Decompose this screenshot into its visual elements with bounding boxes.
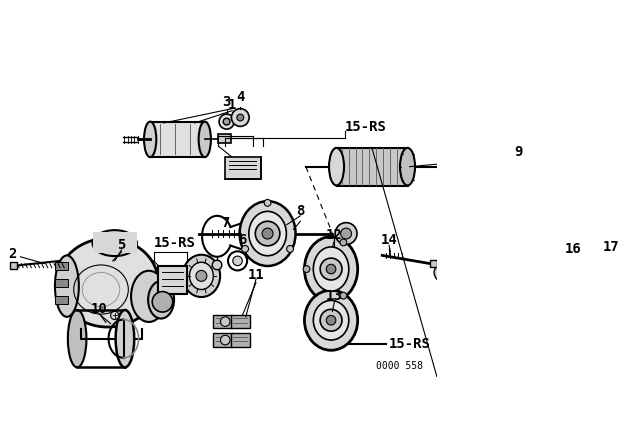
Circle shape	[212, 260, 222, 270]
Ellipse shape	[68, 310, 86, 367]
Circle shape	[461, 268, 472, 279]
Bar	[93, 232, 137, 254]
Text: 10: 10	[91, 302, 108, 316]
Circle shape	[111, 311, 119, 319]
Text: 1: 1	[228, 98, 236, 112]
Bar	[225, 157, 260, 179]
Circle shape	[320, 258, 342, 280]
Circle shape	[340, 292, 347, 299]
Circle shape	[326, 315, 336, 325]
Circle shape	[454, 271, 458, 275]
Text: 15-RS: 15-RS	[345, 120, 387, 134]
Bar	[231, 333, 250, 347]
Bar	[10, 262, 17, 269]
Bar	[54, 296, 68, 304]
Bar	[158, 266, 187, 294]
Bar	[430, 260, 437, 267]
Text: 3: 3	[223, 95, 231, 109]
Text: 0000 558: 0000 558	[376, 362, 423, 371]
Ellipse shape	[400, 148, 415, 185]
Circle shape	[340, 228, 351, 239]
Circle shape	[221, 317, 230, 327]
Bar	[231, 315, 250, 328]
Circle shape	[320, 309, 342, 331]
Circle shape	[478, 266, 492, 279]
Ellipse shape	[314, 247, 349, 291]
Circle shape	[262, 228, 273, 239]
Text: 5: 5	[117, 238, 125, 252]
Ellipse shape	[182, 255, 220, 297]
Text: 15-RS: 15-RS	[389, 337, 431, 351]
Ellipse shape	[58, 238, 158, 327]
Text: 14: 14	[381, 233, 397, 247]
Bar	[218, 134, 231, 143]
Circle shape	[221, 335, 230, 345]
Ellipse shape	[189, 262, 213, 289]
Ellipse shape	[305, 290, 358, 350]
Text: 7: 7	[221, 215, 230, 230]
Circle shape	[303, 266, 310, 272]
Ellipse shape	[198, 121, 211, 157]
Ellipse shape	[249, 211, 286, 256]
Circle shape	[219, 114, 234, 129]
Ellipse shape	[116, 310, 134, 367]
Text: 11: 11	[248, 267, 264, 281]
Circle shape	[196, 271, 207, 281]
Ellipse shape	[144, 121, 156, 157]
Text: 4: 4	[236, 90, 244, 104]
Circle shape	[233, 256, 243, 266]
Circle shape	[335, 223, 357, 245]
Ellipse shape	[329, 148, 344, 185]
Bar	[516, 269, 523, 276]
Text: 9: 9	[515, 145, 523, 159]
Text: 17: 17	[603, 240, 620, 254]
Circle shape	[255, 221, 280, 246]
Circle shape	[287, 246, 294, 252]
Bar	[54, 279, 68, 287]
Ellipse shape	[131, 271, 166, 322]
Ellipse shape	[93, 230, 137, 256]
Circle shape	[340, 239, 347, 246]
Circle shape	[264, 199, 271, 206]
Text: 13: 13	[326, 289, 343, 303]
Text: 2: 2	[8, 247, 17, 261]
Bar	[213, 333, 232, 347]
Text: 15-RS: 15-RS	[154, 236, 195, 250]
Circle shape	[237, 114, 244, 121]
Circle shape	[434, 263, 453, 282]
Ellipse shape	[314, 301, 349, 340]
Text: 8: 8	[296, 204, 305, 218]
Circle shape	[449, 266, 463, 280]
Circle shape	[232, 108, 249, 126]
Text: 12: 12	[326, 228, 343, 242]
Ellipse shape	[55, 255, 79, 317]
Text: 16: 16	[565, 241, 582, 255]
Bar	[337, 148, 408, 186]
Circle shape	[242, 246, 248, 252]
Ellipse shape	[148, 281, 174, 319]
Circle shape	[441, 270, 447, 275]
Bar	[213, 315, 232, 328]
Circle shape	[152, 292, 173, 312]
Bar	[54, 262, 68, 270]
Ellipse shape	[305, 237, 358, 302]
Bar	[150, 121, 205, 157]
Circle shape	[326, 264, 336, 274]
Circle shape	[223, 118, 230, 125]
Ellipse shape	[239, 201, 296, 266]
Text: 6: 6	[238, 233, 246, 247]
